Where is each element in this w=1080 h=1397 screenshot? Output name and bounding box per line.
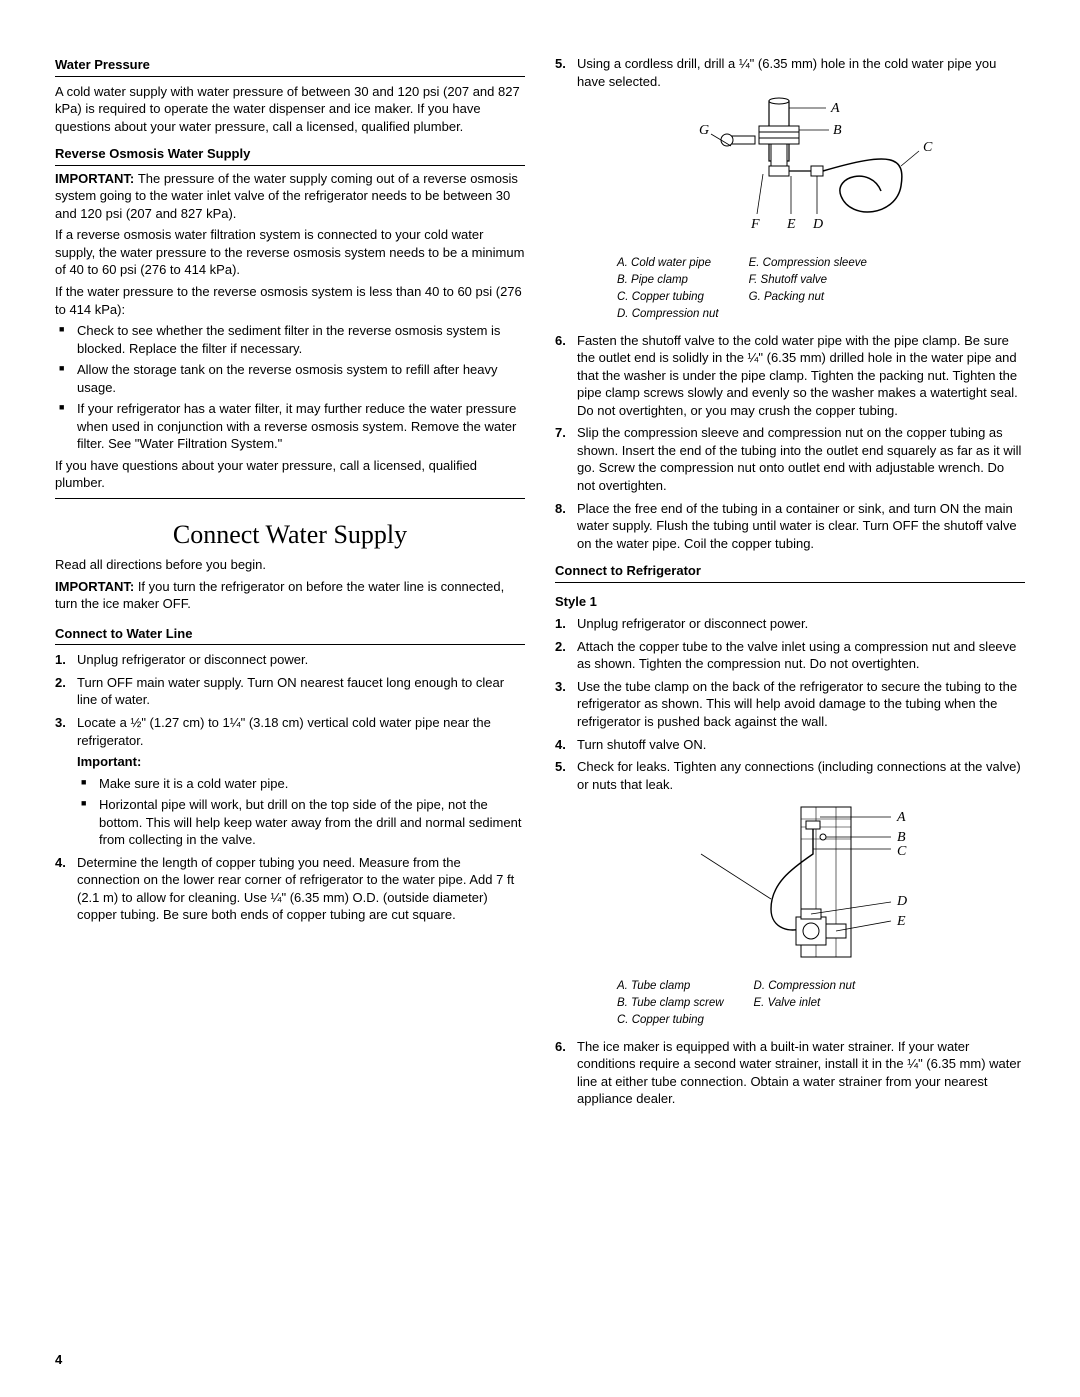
step-text: Using a cordless drill, drill a ¼" (6.35…: [577, 56, 996, 89]
left-column: Water Pressure A cold water supply with …: [55, 50, 525, 1113]
legend-item: D. Compression nut: [754, 980, 856, 992]
para: If you have questions about your water p…: [55, 457, 525, 492]
diagram-label: B: [833, 123, 842, 138]
list-item: 1.Unplug refrigerator or disconnect powe…: [77, 651, 525, 669]
para: If the water pressure to the reverse osm…: [55, 283, 525, 318]
page-number: 4: [55, 1351, 62, 1369]
list-item: 5.Using a cordless drill, drill a ¼" (6.…: [577, 55, 1025, 324]
legend-item: G. Packing nut: [749, 291, 824, 303]
para: If a reverse osmosis water filtration sy…: [55, 226, 525, 279]
legend-item: A. Cold water pipe: [617, 257, 711, 269]
step-text: Turn shutoff valve ON.: [577, 737, 706, 752]
diagram-label: D: [896, 894, 907, 909]
legend-item: C. Copper tubing: [617, 1014, 704, 1026]
list-item: 6.Fasten the shutoff valve to the cold w…: [577, 332, 1025, 420]
step-text: Slip the compression sleeve and compress…: [577, 425, 1021, 493]
label-important: IMPORTANT:: [55, 579, 138, 594]
step-text: Turn OFF main water supply. Turn ON near…: [77, 675, 504, 708]
heading-connect-water-line: Connect to Water Line: [55, 625, 525, 646]
list-item: 4.Determine the length of copper tubing …: [77, 854, 525, 924]
ordered-list: 1.Unplug refrigerator or disconnect powe…: [55, 651, 525, 924]
page-columns: Water Pressure A cold water supply with …: [55, 50, 1025, 1113]
para: IMPORTANT: If you turn the refrigerator …: [55, 578, 525, 613]
list-item: 6.The ice maker is equipped with a built…: [577, 1038, 1025, 1108]
heading-style-1: Style 1: [555, 593, 1025, 611]
bullet-list: Check to see whether the sediment filter…: [55, 322, 525, 453]
heading-connect-refrigerator: Connect to Refrigerator: [555, 562, 1025, 583]
legend-item: E. Valve inlet: [754, 997, 821, 1009]
step-text: Locate a ½" (1.27 cm) to 1¼" (3.18 cm) v…: [77, 715, 491, 748]
legend-item: A. Tube clamp: [617, 980, 690, 992]
diagram-refrigerator-back: A B C D E: [577, 799, 1025, 974]
diagram-label: C: [923, 140, 933, 155]
diagram-label: A: [830, 101, 840, 116]
section-title: Connect Water Supply: [55, 517, 525, 552]
legend-item: B. Pipe clamp: [617, 274, 688, 286]
legend-item: C. Copper tubing: [617, 291, 704, 303]
list-item: If your refrigerator has a water filter,…: [77, 400, 525, 453]
list-item: Horizontal pipe will work, but drill on …: [99, 796, 525, 849]
list-item: 2.Attach the copper tube to the valve in…: [577, 638, 1025, 673]
diagram-label: E: [786, 217, 796, 232]
legend-item: D. Compression nut: [617, 308, 719, 320]
list-item: Allow the storage tank on the reverse os…: [77, 361, 525, 396]
diagram-legend: A. Cold water pipe B. Pipe clamp C. Copp…: [617, 255, 1025, 324]
legend-item: E. Compression sleeve: [749, 257, 867, 269]
step-text: Determine the length of copper tubing yo…: [77, 855, 514, 923]
list-item: 3.Use the tube clamp on the back of the …: [577, 678, 1025, 731]
para: Read all directions before you begin.: [55, 556, 525, 574]
heading-reverse-osmosis: Reverse Osmosis Water Supply: [55, 145, 525, 166]
list-item: 3.Locate a ½" (1.27 cm) to 1¼" (3.18 cm)…: [77, 714, 525, 849]
step-text: Unplug refrigerator or disconnect power.: [577, 616, 808, 631]
list-item: 4.Turn shutoff valve ON.: [577, 736, 1025, 754]
diagram-label: C: [897, 844, 907, 859]
para: IMPORTANT: The pressure of the water sup…: [55, 170, 525, 223]
diagram-label: D: [812, 217, 823, 232]
label-important: IMPORTANT:: [55, 171, 138, 186]
diagram-legend: A. Tube clamp B. Tube clamp screw C. Cop…: [617, 978, 1025, 1030]
list-item: 2.Turn OFF main water supply. Turn ON ne…: [77, 674, 525, 709]
diagram-label: B: [897, 830, 906, 845]
diagram-valve-assembly: A B C D E F G: [577, 96, 1025, 251]
step-text: Unplug refrigerator or disconnect power.: [77, 652, 308, 667]
label-important: Important:: [77, 754, 141, 769]
legend-item: B. Tube clamp screw: [617, 997, 724, 1009]
list-item: 5.Check for leaks. Tighten any connectio…: [577, 758, 1025, 1029]
step-text: Place the free end of the tubing in a co…: [577, 501, 1017, 551]
ordered-list: 1.Unplug refrigerator or disconnect powe…: [555, 615, 1025, 1107]
right-column: 5.Using a cordless drill, drill a ¼" (6.…: [555, 50, 1025, 1113]
step-text: Attach the copper tube to the valve inle…: [577, 639, 1016, 672]
bullet-list: Make sure it is a cold water pipe. Horiz…: [77, 775, 525, 849]
step-text: Fasten the shutoff valve to the cold wat…: [577, 333, 1018, 418]
diagram-label: A: [896, 810, 906, 825]
diagram-label: G: [699, 123, 709, 138]
para: A cold water supply with water pressure …: [55, 83, 525, 136]
step-text: The ice maker is equipped with a built-i…: [577, 1039, 1021, 1107]
step-text: Use the tube clamp on the back of the re…: [577, 679, 1017, 729]
diagram-label: F: [750, 217, 760, 232]
list-item: 8.Place the free end of the tubing in a …: [577, 500, 1025, 553]
step-text: Check for leaks. Tighten any connections…: [577, 759, 1021, 792]
legend-item: F. Shutoff valve: [749, 274, 827, 286]
list-item: Make sure it is a cold water pipe.: [99, 775, 525, 793]
list-item: 1.Unplug refrigerator or disconnect powe…: [577, 615, 1025, 633]
diagram-label: E: [896, 914, 906, 929]
ordered-list: 5.Using a cordless drill, drill a ¼" (6.…: [555, 55, 1025, 552]
list-item: 7.Slip the compression sleeve and compre…: [577, 424, 1025, 494]
list-item: Check to see whether the sediment filter…: [77, 322, 525, 357]
heading-water-pressure: Water Pressure: [55, 56, 525, 77]
